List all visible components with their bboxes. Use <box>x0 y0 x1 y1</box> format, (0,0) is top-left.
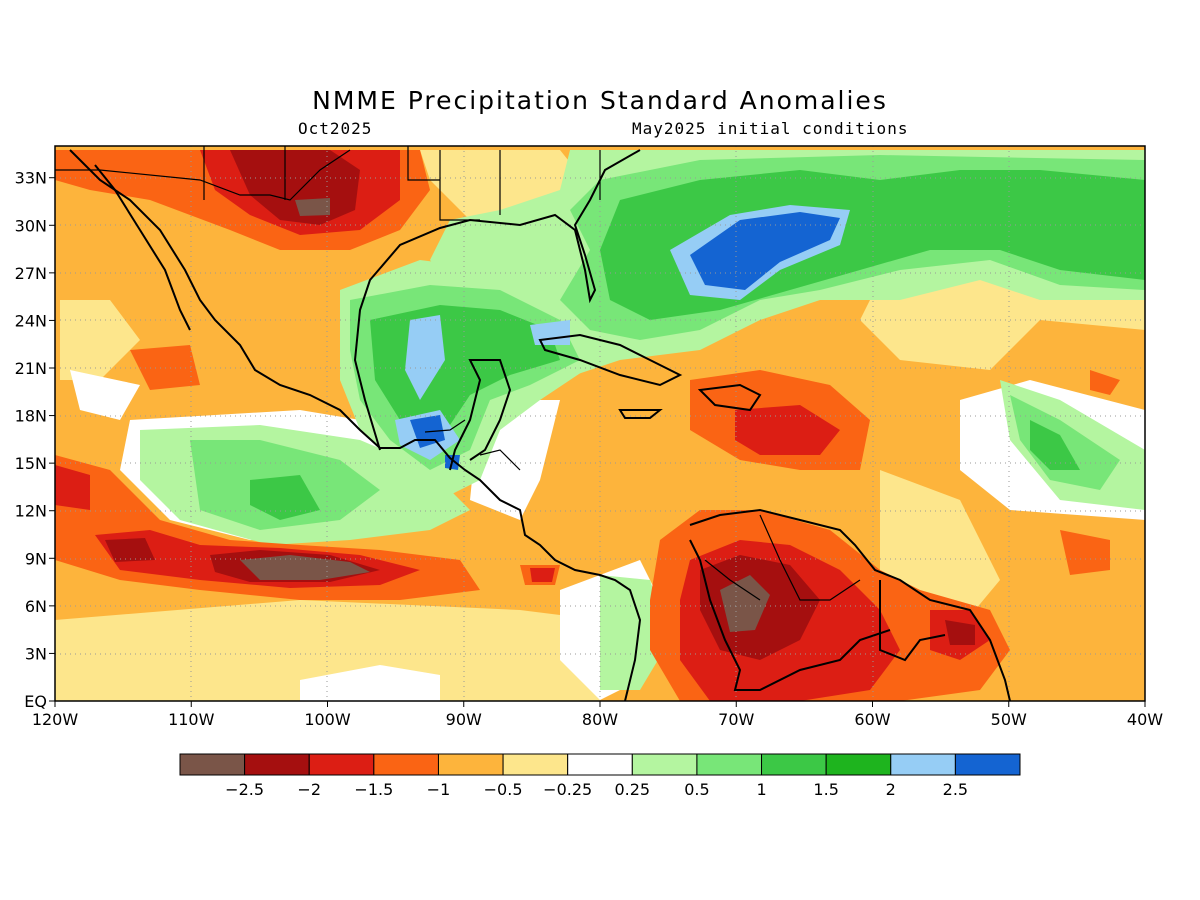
lon-tick-label: 90W <box>446 710 482 729</box>
lat-tick-label: 15N <box>15 454 47 473</box>
lat-tick-label: 3N <box>25 644 47 663</box>
colorbar-swatch <box>954 753 1021 776</box>
lat-tick-label: 24N <box>15 311 47 330</box>
colorbar-label: 2 <box>886 780 896 799</box>
lon-tick-label: 110W <box>168 710 215 729</box>
colorbar-label: −1 <box>427 780 451 799</box>
latitude-axis: EQ 3N 6N 9N 12N 15N 18N 21N 24N 27N 30N 33N <box>15 169 55 711</box>
colorbar-label: −1.5 <box>354 780 393 799</box>
colorbar-swatch <box>890 753 956 776</box>
colorbar-swatch <box>567 753 633 776</box>
colorbar-swatch <box>179 753 246 776</box>
lat-tick-label: 33N <box>15 169 47 188</box>
lon-tick-label: 50W <box>991 710 1027 729</box>
lon-tick-label: 120W <box>32 710 79 729</box>
colorbar-swatch <box>825 753 892 776</box>
colorbar-label: 2.5 <box>943 780 968 799</box>
forecast-month: Oct2025 <box>298 119 373 138</box>
anomaly-field <box>55 146 1145 701</box>
colorbar-swatch <box>761 753 827 776</box>
colorbar: −2.5 −2 −1.5 −1 −0.5 −0.25 0.25 0.5 1 1.5 2 2.5 <box>179 753 1021 799</box>
lon-tick-label: 40W <box>1127 710 1163 729</box>
colorbar-swatch <box>696 753 763 776</box>
colorbar-label: −0.5 <box>484 780 523 799</box>
colorbar-label: −0.25 <box>543 780 592 799</box>
colorbar-swatch <box>437 753 504 776</box>
lat-tick-label: 18N <box>15 407 47 426</box>
lat-tick-label: 30N <box>15 216 47 235</box>
lat-tick-label: 9N <box>25 549 47 568</box>
colorbar-swatch <box>502 753 569 776</box>
colorbar-label: 1.5 <box>813 780 838 799</box>
colorbar-label: 0.5 <box>684 780 709 799</box>
lon-tick-label: 100W <box>304 710 351 729</box>
colorbar-label: 1 <box>756 780 766 799</box>
colorbar-swatch <box>373 753 439 776</box>
lat-tick-label: EQ <box>24 692 47 711</box>
longitude-axis: 120W 110W 100W 90W 80W 70W 60W 50W 40W <box>32 701 1163 729</box>
colorbar-swatch <box>631 753 698 776</box>
colorbar-swatch <box>244 753 310 776</box>
lat-tick-label: 21N <box>15 359 47 378</box>
lat-tick-label: 6N <box>25 597 47 616</box>
lon-tick-label: 80W <box>582 710 618 729</box>
map-title: NMME Precipitation Standard Anomalies <box>312 86 888 115</box>
colorbar-label: 0.25 <box>614 780 650 799</box>
colorbar-label: −2.5 <box>225 780 264 799</box>
lon-tick-label: 60W <box>854 710 890 729</box>
lon-tick-label: 70W <box>718 710 754 729</box>
colorbar-swatch <box>308 753 375 776</box>
colorbar-label: −2 <box>297 780 321 799</box>
coastlines <box>69 149 1011 701</box>
initial-conditions-label: May2025 initial conditions <box>632 119 909 138</box>
lat-tick-label: 12N <box>15 502 47 521</box>
borders <box>55 146 861 601</box>
lat-tick-label: 27N <box>15 264 47 283</box>
